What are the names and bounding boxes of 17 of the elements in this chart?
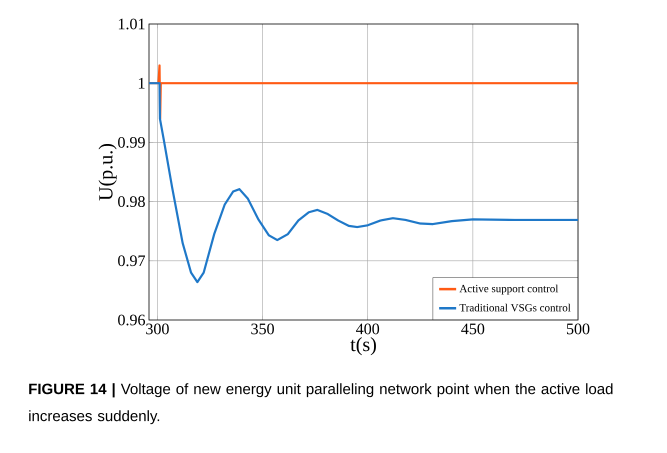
y-tick-label: 0.99 <box>118 136 145 148</box>
x-tick-label: 400 <box>356 324 380 334</box>
legend-label: Active support control <box>459 284 558 295</box>
x-tick-label: 500 <box>566 324 590 334</box>
text: FIGURE 14 | Voltage of new energy unit paralleling network point when the active load increases suddenly. <box>29 383 612 424</box>
x-tick-label: 300 <box>146 324 169 334</box>
x-axis-title: t(s) <box>350 337 376 356</box>
y-tick-label: 1.01 <box>118 18 145 30</box>
line-series <box>149 82 578 284</box>
y-tick-label: 0.97 <box>118 255 146 266</box>
y-tick-label: 0.98 <box>118 196 145 208</box>
y-axis-title: U(p.u.) <box>98 144 117 200</box>
legend-label: Traditional VSGs control <box>460 304 571 312</box>
x-tick-label: 350 <box>251 324 274 334</box>
y-tick-label: 0.96 <box>118 314 146 326</box>
x-tick-label: 450 <box>461 324 484 334</box>
y-tick-label: 1 <box>138 78 145 88</box>
